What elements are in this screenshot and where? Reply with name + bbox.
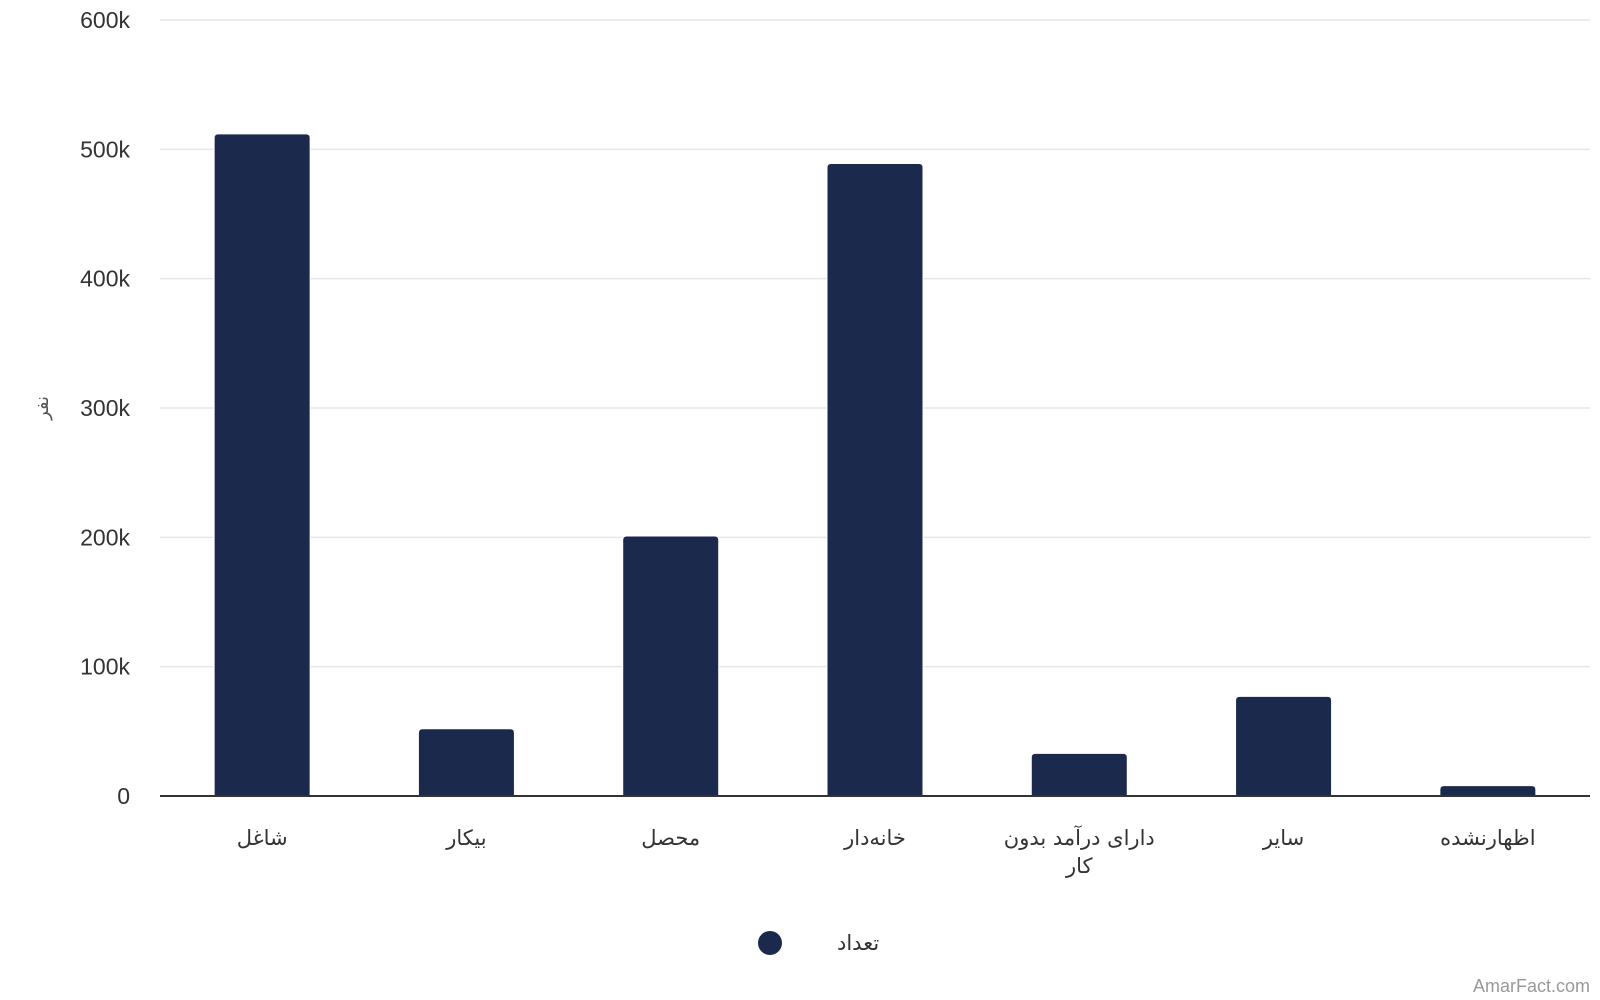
bar[interactable] (417, 728, 515, 797)
y-tick-label: 400k (80, 266, 130, 292)
bar[interactable] (1235, 695, 1333, 797)
x-tick-labels: شاغل بیکار محصل خانه‌دار دارای درآمد بدون کار… (237, 825, 1536, 878)
y-tick-label: 200k (80, 524, 130, 550)
bar[interactable] (1030, 752, 1128, 797)
x-tick-label: شاغل (237, 826, 288, 850)
legend-marker[interactable] (758, 931, 782, 955)
y-axis-title: نفر (32, 396, 53, 421)
y-tick-labels: 0 100k 200k 300k 400k 500k 600k (80, 7, 130, 809)
credit-text[interactable]: AmarFact.com (1473, 976, 1590, 996)
x-tick-label: محصل (641, 826, 700, 850)
x-tick-label: خانه‌دار (843, 826, 906, 850)
bar[interactable] (1439, 785, 1537, 797)
y-tick-label: 500k (80, 136, 130, 162)
y-tick-label: 600k (80, 7, 130, 33)
x-tick-label: سایر (1262, 826, 1304, 850)
bars (213, 133, 1537, 797)
legend-label[interactable]: تعداد (837, 931, 879, 955)
y-tick-label: 300k (80, 395, 130, 421)
x-tick-label: اظهارنشده (1440, 826, 1535, 850)
x-tick-label: دارای درآمد بدون کار (1004, 825, 1155, 878)
bar[interactable] (826, 163, 924, 797)
legend[interactable]: تعداد (758, 931, 879, 955)
y-tick-label: 0 (117, 783, 130, 809)
bar[interactable] (622, 535, 720, 797)
x-tick-label: بیکار (445, 826, 486, 850)
bar[interactable] (213, 133, 311, 797)
y-tick-label: 100k (80, 654, 130, 680)
